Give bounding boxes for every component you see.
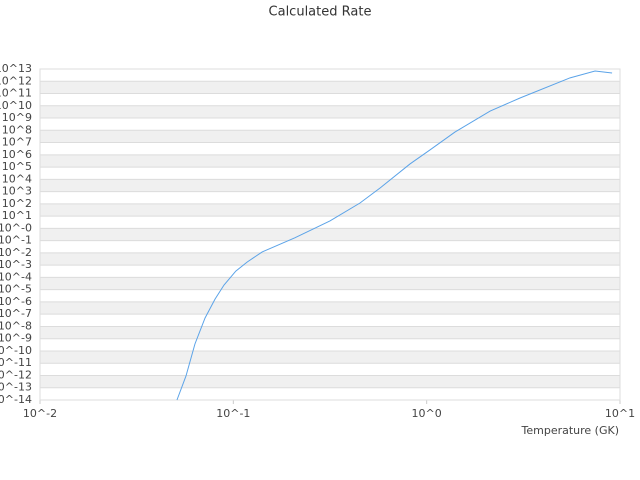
grid-band [40,301,620,315]
y-tick-label: 10^8 [2,123,32,136]
plot-border [39,68,621,401]
y-tick-label: 10^-10 [0,344,32,357]
x-tick-label: 10^-1 [216,407,250,420]
grid-band [40,277,620,290]
y-tick-label: 10^5 [2,160,32,173]
y-tick-label: 10^9 [2,111,32,124]
chart-title: Calculated Rate [269,5,372,20]
y-tick-label: 10^3 [2,185,32,198]
y-tick-label: 10^10 [0,99,32,112]
x-axis-label: Temperature (GK) [521,424,620,437]
y-tick-label: 10^-0 [0,221,32,234]
grid-band [40,179,620,192]
grid-band [40,105,620,119]
y-tick-label: 10^-1 [0,234,32,247]
x-tick-label: 10^-2 [23,407,57,420]
y-tick-label: 10^11 [0,87,32,100]
grid-band [40,350,620,364]
y-tick-label: 10^6 [2,148,32,161]
grid-band [40,130,620,143]
y-tick-label: 10^-9 [0,332,32,345]
y-tick-label: 10^-13 [0,381,32,394]
grid-band [40,252,620,266]
y-tick-label: 10^2 [2,197,32,210]
y-tick-label: 10^7 [2,136,32,149]
y-tick-label: 10^-3 [0,258,32,271]
grid-band [40,203,620,217]
grid-band [40,326,620,339]
data-line [176,70,613,401]
x-tick-label: 10^0 [412,407,442,420]
y-tick-label: 10^-8 [0,319,32,332]
y-tick-label: 10^-7 [0,307,32,320]
x-tick-label: 10^1 [605,407,635,420]
grid-band [40,154,620,168]
y-tick-label: 10^-11 [0,356,32,369]
y-tick-label: 10^-6 [0,295,32,308]
y-tick-label: 10^1 [2,209,32,222]
grid-band [40,375,620,388]
y-tick-label: 10^13 [0,62,32,75]
y-tick-label: 10^-4 [0,270,32,283]
y-tick-label: 10^-12 [0,368,32,381]
y-tick-label: 10^12 [0,74,32,87]
grid-band [40,228,620,241]
y-tick-label: 10^4 [2,172,32,185]
grid-band [40,81,620,94]
y-tick-label: 10^-2 [0,246,32,259]
y-tick-label: 10^-14 [0,393,32,406]
y-tick-label: 10^-5 [0,283,32,296]
